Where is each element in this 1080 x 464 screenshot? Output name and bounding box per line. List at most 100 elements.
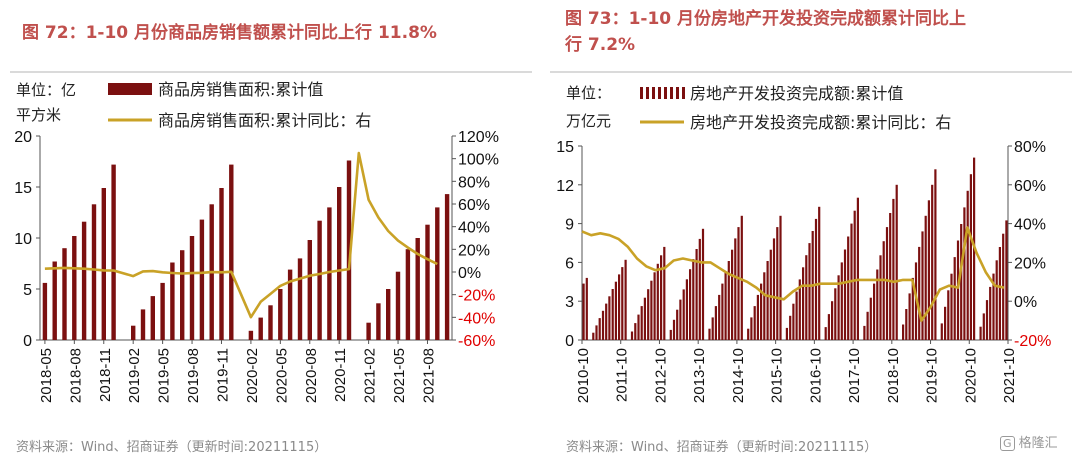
bar: [905, 309, 908, 340]
bar: [808, 243, 811, 340]
bar: [908, 293, 911, 340]
bar: [918, 246, 921, 340]
x-tick-label: 2021-08: [420, 348, 437, 403]
y-tick-label-right: 40%: [458, 220, 490, 237]
bar: [863, 325, 866, 340]
bar: [647, 289, 650, 340]
bar: [921, 231, 924, 340]
bar: [150, 296, 155, 340]
x-tick-label: 2019-05: [156, 348, 173, 403]
bar: [721, 283, 724, 340]
bar: [601, 310, 605, 340]
bar: [689, 269, 692, 340]
bar: [789, 315, 792, 340]
bar: [953, 257, 956, 340]
bar: [992, 273, 995, 340]
bar: [873, 283, 876, 340]
y-tick-label-right: 120%: [458, 129, 499, 146]
y-tick-label-left: 15: [14, 180, 32, 197]
y-tick-label-left: 6: [565, 255, 574, 272]
bar: [947, 290, 950, 340]
bar: [307, 240, 312, 340]
bar: [415, 238, 420, 340]
bar: [769, 249, 772, 340]
right-unit-label: 单位：: [566, 84, 611, 102]
x-tick-label: 2020-11: [332, 348, 349, 402]
bar: [853, 210, 856, 340]
bar: [170, 262, 175, 340]
y-tick-label-right: 0%: [458, 265, 481, 282]
bar: [614, 281, 617, 340]
bar: [287, 269, 293, 340]
bar: [827, 314, 830, 340]
bar: [42, 282, 48, 340]
bar: [724, 272, 727, 340]
bar: [640, 306, 643, 340]
bar: [425, 224, 430, 340]
bar: [998, 247, 1001, 340]
bar: [685, 279, 688, 340]
y-tick-label-left: 10: [14, 231, 32, 248]
x-tick-label: 2020-08: [303, 348, 320, 403]
bar: [734, 238, 737, 340]
bar: [327, 207, 332, 340]
bar: [892, 198, 895, 340]
left-unit-label-2: 平方米: [16, 106, 61, 124]
bar: [944, 306, 947, 340]
bar: [199, 219, 205, 340]
bar: [840, 262, 843, 340]
y-tick-label-left: 0: [23, 333, 32, 350]
y-tick-label-left: 15: [556, 139, 574, 156]
left-chart: 单位：亿 平方米 商品房销售面积:累计值 商品房销售面积:累计同比：右 0 5 10…: [10, 71, 532, 403]
bar: [985, 300, 989, 340]
right-source-note: 资料来源：Wind、招商证券（更新时间:20211115）: [566, 440, 878, 455]
left-source-note: 资料来源：Wind、招商证券（更新时间:20211115）: [16, 440, 328, 455]
bar: [634, 323, 637, 340]
bar: [582, 283, 585, 340]
bar: [885, 227, 889, 340]
bar: [776, 227, 779, 340]
bar: [297, 258, 303, 340]
bar: [229, 164, 234, 340]
bar: [52, 261, 57, 340]
right-unit-label-2: 万亿元: [566, 112, 611, 130]
bar: [62, 248, 67, 340]
bar: [679, 299, 682, 340]
bar: [637, 314, 640, 340]
bar: [911, 277, 914, 340]
bar: [682, 289, 685, 340]
x-tick-label: 2019-10: [924, 348, 941, 403]
bar: [995, 260, 998, 340]
bar: [760, 283, 763, 340]
left-legend-bar-swatch: [108, 83, 152, 95]
bar: [940, 323, 943, 340]
y-tick-label-left: 9: [565, 217, 574, 234]
bar: [731, 249, 734, 340]
bar: [889, 213, 892, 340]
bar: [931, 184, 934, 340]
bar: [624, 259, 627, 340]
right-chart-title: 图 73：1-10 月份房地产开发投资完成额累计同比上 行 7.2%: [565, 6, 1065, 58]
bar: [831, 301, 834, 340]
right-chart-title-line2: 行 7.2%: [565, 35, 636, 55]
x-tick-label: 2012-10: [652, 348, 669, 403]
bar: [763, 272, 766, 340]
bar: [792, 303, 795, 340]
bar: [802, 267, 805, 340]
bar: [798, 279, 801, 340]
x-tick-label: 2011-10: [614, 348, 631, 402]
left-plot-area: 0 5 10 15 20 -60% -40% -20% 0% 20% 40% 60% 80% 100% 12…: [14, 129, 499, 403]
bar: [818, 206, 821, 340]
right-legend-bar-swatch: [640, 87, 685, 99]
bar: [317, 220, 322, 340]
bar: [737, 227, 740, 340]
bar: [979, 326, 982, 340]
bar: [711, 317, 714, 340]
bar: [869, 297, 872, 340]
bar: [618, 274, 621, 340]
x-tick-label: 2019-11: [214, 348, 231, 402]
bar: [779, 215, 782, 340]
x-tick-label: 2017-10: [846, 348, 863, 403]
y-tick-label-left: 3: [565, 294, 574, 311]
bar: [248, 330, 254, 340]
